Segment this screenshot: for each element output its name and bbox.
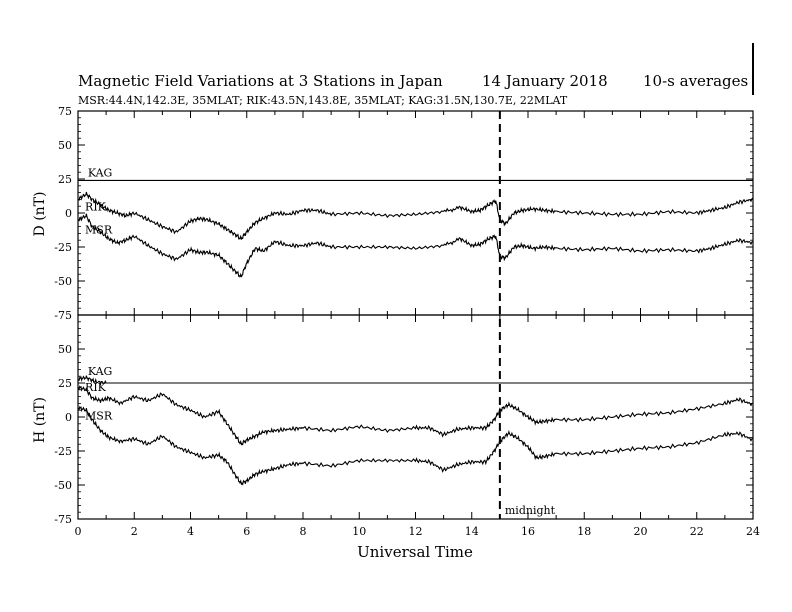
x-tick-label: 14 [465,525,479,538]
x-tick-label: 0 [75,525,82,538]
d-axis-title: D (nT) [32,192,48,237]
averaging-label: 10-s averages [643,72,749,90]
d-label-rik: RIK [85,200,107,213]
d-y-tick-label: -75 [54,309,72,322]
h-axis-title: H (nT) [32,397,48,443]
h-series-msr [77,405,754,486]
d-series-rik [77,191,754,241]
d-label-msr: MSR [85,223,113,236]
d-y-tick-label: -25 [54,241,72,254]
h-series-kag [77,375,753,387]
d-y-tick-label: 75 [58,105,72,118]
d-y-tick-label: 0 [65,207,72,220]
h-panel-frame [77,314,754,520]
x-tick-label: 4 [187,525,194,538]
x-tick-label: 16 [521,525,535,538]
h-label-msr: MSR [85,410,113,423]
d-label-kag: KAG [88,166,113,179]
x-tick-label: 6 [243,525,250,538]
d-y-tick-label: 50 [58,139,72,152]
h-y-tick-label: 25 [58,377,72,390]
h-label-kag: KAG [88,365,113,378]
x-tick-label: 2 [131,525,138,538]
h-y-tick-label: 50 [58,343,72,356]
d-y-tick-label: -50 [54,275,72,288]
chart-title: Magnetic Field Variations at 3 Stations … [78,72,443,90]
h-label-rik: RIK [85,381,107,394]
midnight-label: midnight [505,504,556,517]
x-tick-label: 24 [746,525,760,538]
x-tick-label: 12 [409,525,423,538]
x-tick-label: 10 [352,525,366,538]
h-series-rik [77,385,754,446]
h-y-tick-label: -75 [54,513,72,526]
d-series-msr [77,213,754,278]
chart-date: 14 January 2018 [482,72,608,90]
x-tick-label: 18 [577,525,591,538]
x-tick-label: 22 [690,525,704,538]
station-list: MSR:44.4N,142.3E, 35MLAT; RIK:43.5N,143.… [78,94,568,107]
x-tick-label: 20 [634,525,648,538]
h-y-tick-label: 0 [65,411,72,424]
x-tick-label: 8 [300,525,307,538]
h-y-tick-label: -50 [54,479,72,492]
h-y-tick-label: -25 [54,445,72,458]
d-y-tick-label: 25 [58,173,72,186]
x-axis-title: Universal Time [357,543,473,561]
